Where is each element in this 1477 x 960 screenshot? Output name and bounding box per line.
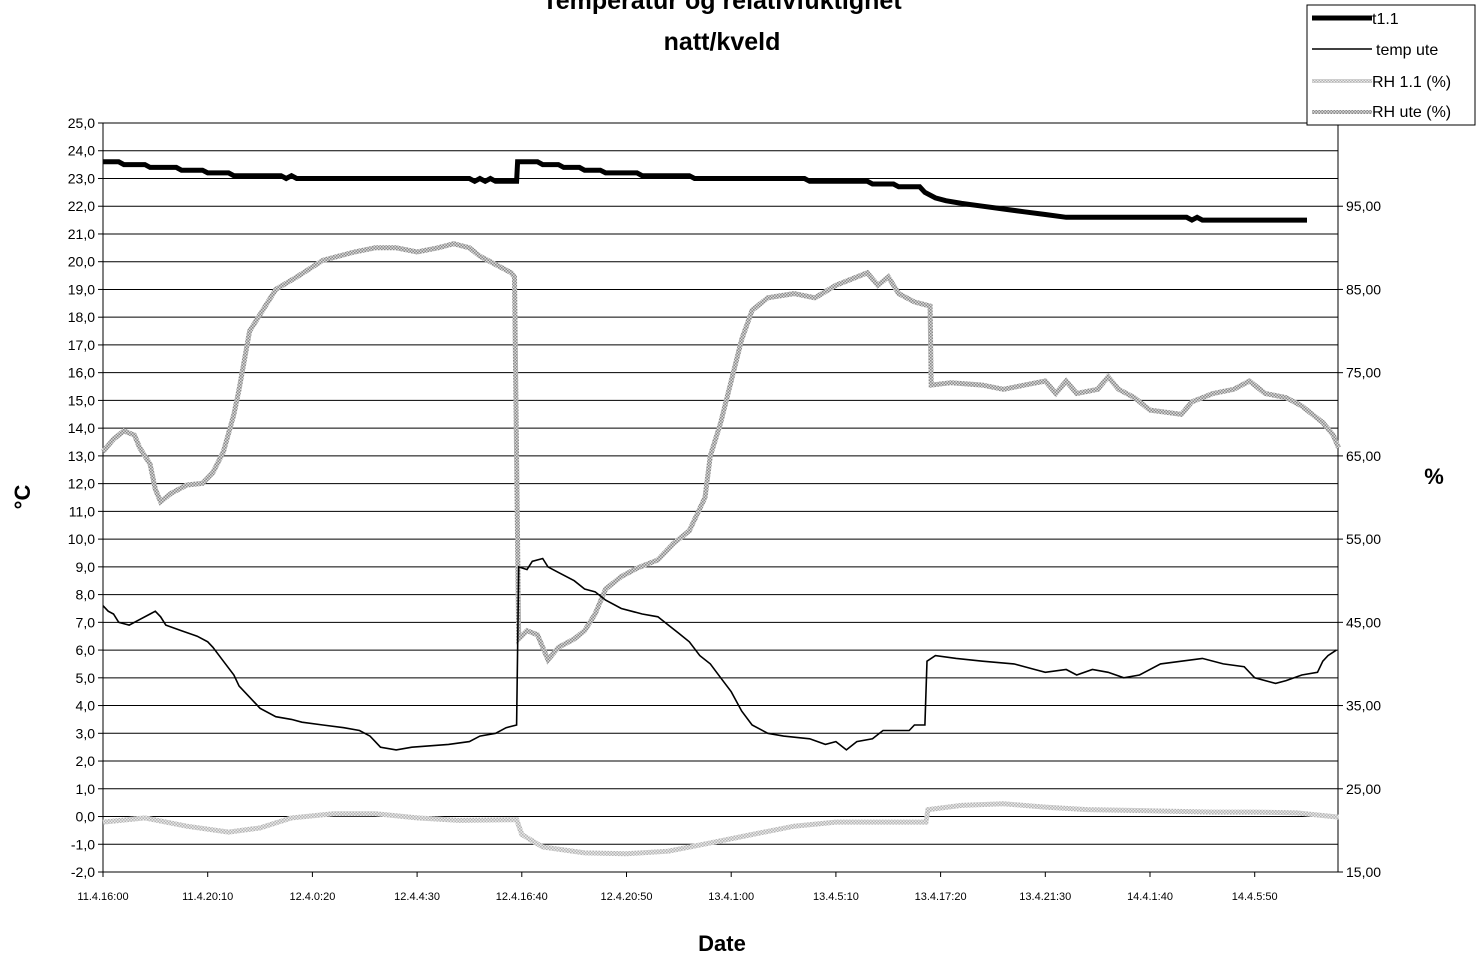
x-tick-label: 13.4.17:20 (915, 891, 967, 903)
y-tick-label: 5,0 (76, 670, 96, 686)
y-tick-label: 3,0 (76, 725, 96, 741)
x-tick-label: 11.4.16:00 (77, 891, 128, 903)
y-tick-label: 24,0 (68, 143, 95, 159)
y2-tick-label: 25,00 (1346, 781, 1381, 797)
y-tick-label: 4,0 (76, 698, 96, 714)
x-tick-label: 11.4.20:10 (182, 891, 233, 903)
y2-tick-label: 15,00 (1346, 864, 1381, 880)
y2-tick-label: 55,00 (1346, 531, 1381, 547)
axes (98, 122, 1343, 877)
legend-label-t1-1: t1.1 (1372, 11, 1399, 28)
legend-label-rh-ute: RH ute (%) (1372, 104, 1451, 121)
y-tick-label: 23,0 (68, 170, 95, 186)
y-tick-label: 7,0 (76, 614, 96, 630)
series-line-temp-ute (102, 557, 1337, 751)
series-line-rh-1-1 (102, 801, 1339, 857)
legend-label-temp-ute: temp ute (1376, 42, 1438, 59)
y-tick-label: 2,0 (76, 753, 96, 769)
y-tick-label: 20,0 (68, 254, 95, 270)
y-tick-label: 18,0 (68, 309, 95, 325)
legend-swatch-rh-1-1 (1312, 79, 1372, 83)
legend-label-rh-1-1: RH 1.1 (%) (1372, 74, 1451, 91)
x-tick-label: 14.4.5:50 (1232, 891, 1278, 903)
y-tick-label: -2,0 (71, 864, 95, 880)
y2-tick-label: 35,00 (1346, 698, 1381, 714)
y2-tick-label: 75,00 (1346, 365, 1381, 381)
y-tick-label: 6,0 (76, 642, 96, 658)
y-tick-label: 8,0 (76, 587, 96, 603)
y-tick-label: 0,0 (76, 809, 96, 825)
legend-swatch-rh-ute (1312, 110, 1372, 114)
legend: t1.1 temp ute RH 1.1 (%) RH ute (%) (1306, 4, 1476, 126)
x-tick-label: 13.4.21:30 (1019, 891, 1071, 903)
x-tick-label: 13.4.1:00 (708, 891, 754, 903)
y-tick-label: 21,0 (68, 226, 95, 242)
y-axis-left-title: °C (10, 485, 35, 510)
y-axis-right-ticks: 95,00 85,00 75,00 65,00 55,00 45,00 35,00 25,00… (1346, 198, 1381, 880)
x-tick-label: 13.4.5:10 (813, 891, 859, 903)
series-lines (101, 159, 1341, 857)
chart-title-line1: Temperatur og relativfuktighet (542, 0, 902, 15)
x-axis-ticks: 11.4.16:00 11.4.20:10 12.4.0:20 12.4.4:30 12… (77, 891, 1277, 903)
y2-tick-label: 65,00 (1346, 448, 1381, 464)
y-tick-label: 17,0 (68, 337, 95, 353)
series-line-rh-ute (101, 241, 1341, 665)
y-tick-label: 19,0 (68, 281, 95, 297)
x-tick-label: 14.4.1:40 (1127, 891, 1173, 903)
x-tick-label: 12.4.0:20 (289, 891, 335, 903)
y-tick-label: -1,0 (71, 836, 95, 852)
grid-lines (103, 122, 1338, 873)
y-tick-label: 13,0 (68, 448, 95, 464)
y-tick-label: 12,0 (68, 476, 95, 492)
y-tick-label: 9,0 (76, 559, 96, 575)
x-tick-label: 12.4.16:40 (496, 891, 548, 903)
y-axis-left-ticks: 25,0 24,0 23,0 22,0 21,0 20,0 19,0 18,0 17,0 16,0… (68, 115, 95, 880)
x-tick-label: 12.4.4:30 (394, 891, 440, 903)
y-tick-label: 1,0 (76, 781, 96, 797)
series-line-t1-1 (103, 159, 1307, 223)
y2-tick-label: 95,00 (1346, 198, 1381, 214)
chart-title-line2: natt/kveld (664, 28, 781, 56)
x-axis-title: Date (698, 931, 746, 956)
y-tick-label: 25,0 (68, 115, 95, 131)
legend-box (1306, 4, 1476, 126)
y2-tick-label: 85,00 (1346, 281, 1381, 297)
y2-tick-label: 45,00 (1346, 614, 1381, 630)
y-tick-label: 16,0 (68, 365, 95, 381)
y-tick-label: 22,0 (68, 198, 95, 214)
y-tick-label: 10,0 (68, 531, 95, 547)
x-tick-label: 12.4.20:50 (601, 891, 653, 903)
y-tick-label: 15,0 (68, 392, 95, 408)
y-axis-right-title: % (1424, 464, 1444, 489)
y-tick-label: 14,0 (68, 420, 95, 436)
y-tick-label: 11,0 (69, 503, 95, 519)
